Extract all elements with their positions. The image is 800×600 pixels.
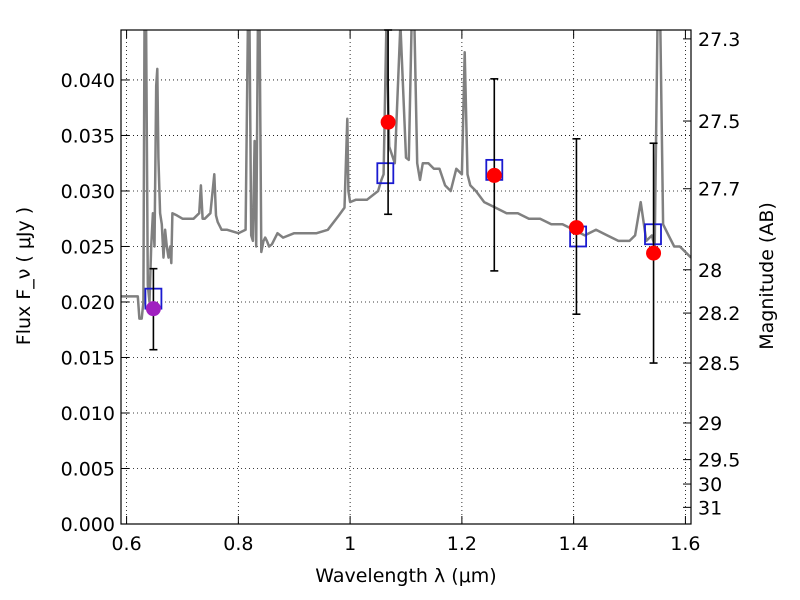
right-axis-title: Magnitude (AB) (756, 202, 778, 350)
observed-point (380, 114, 396, 130)
x-axis-title: Wavelength λ (μm) (315, 565, 496, 587)
x-tick-label: 0.8 (223, 533, 253, 555)
y-tick-label: 0.010 (61, 403, 115, 425)
plot-frame (120, 29, 692, 525)
y-tick-label: 0.035 (61, 125, 115, 147)
y-tick-label: 0.015 (61, 347, 115, 369)
observed-points (145, 29, 662, 364)
right-tick-label: 27.3 (698, 29, 740, 51)
right-tick-label: 28.2 (698, 303, 740, 325)
y-tick-label: 0.030 (61, 181, 115, 203)
right-tick-label: 31 (698, 497, 722, 519)
model-photometry-square (376, 162, 395, 185)
right-tick-label: 27.7 (698, 179, 740, 201)
right-tick-label: 29.5 (698, 450, 740, 472)
x-tick-label: 0.6 (111, 533, 141, 555)
observed-point (486, 167, 502, 183)
right-tick-label: 27.5 (698, 111, 740, 133)
observed-point (568, 220, 584, 236)
axis-ticks: 0.6 0.8 1 1.2 1.4 1.6 0.000 0.005 0.010 0.015 0.02… (61, 29, 741, 555)
model-spectrum-line (121, 30, 691, 320)
x-tick-label: 1.6 (670, 533, 700, 555)
y-axis-title: Flux F_ν ( μJy ) (13, 207, 35, 345)
model-spectrum (121, 30, 691, 320)
y-tick-label: 0.005 (61, 458, 115, 480)
x-tick-label: 1.2 (447, 533, 477, 555)
right-tick-label: 28 (698, 260, 722, 282)
y-tick-label: 0.000 (61, 514, 115, 536)
axes-frame (120, 29, 692, 525)
y-tick-label: 0.025 (61, 236, 115, 258)
x-tick-label: 1 (344, 533, 356, 555)
right-tick-label: 30 (698, 474, 722, 496)
x-tick-label: 1.4 (559, 533, 589, 555)
y-tick-label: 0.020 (61, 292, 115, 314)
observed-point (646, 245, 662, 261)
right-tick-label: 28.5 (698, 353, 740, 375)
observed-point (145, 301, 161, 317)
gridlines (121, 30, 691, 525)
right-tick-label: 29 (698, 413, 722, 435)
y-tick-label: 0.040 (61, 70, 115, 92)
